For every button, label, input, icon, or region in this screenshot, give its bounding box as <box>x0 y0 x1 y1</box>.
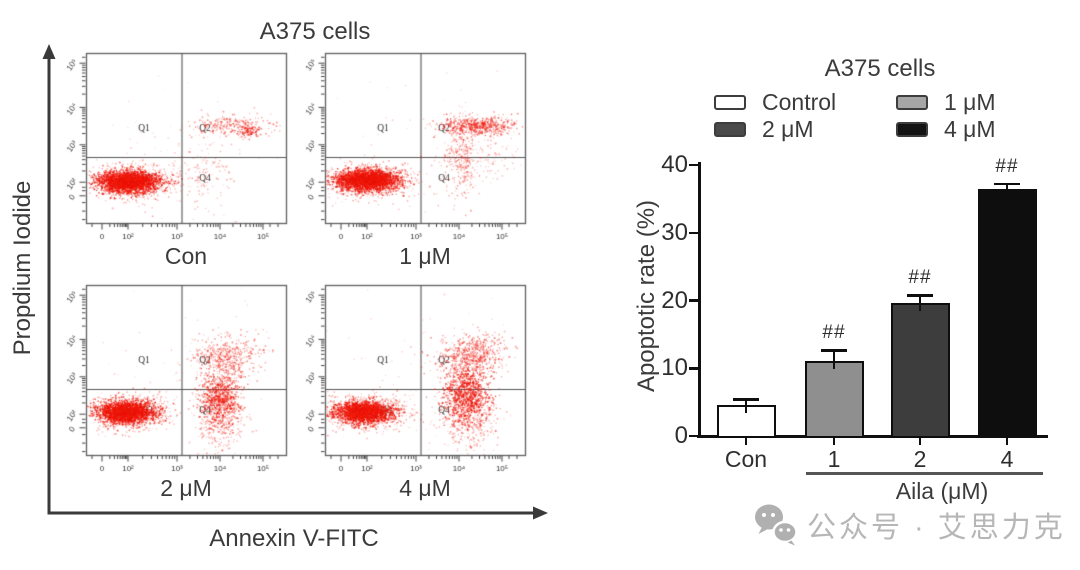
significance-label-1: ## <box>822 322 846 344</box>
y-tick-mark <box>689 231 698 234</box>
legend-swatch-control <box>714 94 746 110</box>
error-bar-cap-1 <box>821 349 847 352</box>
flow-plot-label-con: Con <box>164 243 208 269</box>
right-arrowhead-icon <box>533 506 548 520</box>
watermark-text: 公众号 · 艾思力克 <box>807 511 1066 544</box>
wechat-icon <box>755 504 798 546</box>
error-bar-4 <box>1005 182 1009 198</box>
flow-plot-label-1um: 1 μM <box>399 243 451 269</box>
x-tick-label-1: 1 <box>827 446 841 472</box>
bar-4 <box>977 189 1037 438</box>
y-tick-mark <box>689 163 698 167</box>
x-tick-label-Con: Con <box>724 446 768 472</box>
bar-x-axis-line <box>697 435 1048 438</box>
legend-item-2um: 2 μM <box>714 116 814 142</box>
x-tick-label-2: 2 <box>913 446 927 472</box>
flow-scatter-canvas-con <box>60 49 296 249</box>
flow-plot-label-4um: 4 μM <box>399 475 451 501</box>
y-tick-label: 40 <box>661 151 688 178</box>
legend-label-4um: 4 μM <box>944 115 996 142</box>
flow-y-axis-label: Propdium Iodide <box>9 180 36 356</box>
watermark: 公众号 · 艾思力克 <box>753 503 1066 546</box>
legend-swatch-2um <box>714 121 746 137</box>
flow-plot-1um: 1 μM <box>299 49 535 279</box>
bar-1 <box>804 360 864 438</box>
flow-scatter-canvas-1um <box>299 49 535 249</box>
bar-Con <box>716 404 776 438</box>
legend-swatch-1um <box>896 94 928 110</box>
legend-label-control: Control <box>762 88 837 115</box>
x-tick-label-4: 4 <box>1000 446 1014 472</box>
legend-swatch-4um <box>896 121 928 137</box>
flow-scatter-canvas-2um <box>60 281 296 481</box>
significance-label-4: ## <box>995 155 1019 177</box>
up-arrowhead-icon <box>42 44 56 59</box>
x-tick-mark <box>1005 437 1009 445</box>
error-bar-Con <box>744 398 748 413</box>
flow-section-title: A375 cells <box>259 18 371 45</box>
legend-item-4um: 4 μM <box>896 116 996 142</box>
x-tick-mark <box>918 437 922 445</box>
y-tick-label: 20 <box>661 286 688 314</box>
flow-plot-label-2um: 2 μM <box>160 475 212 501</box>
flow-plot-con: Con <box>60 49 296 279</box>
bar-x-axis-label: Aila (μM) <box>895 478 989 504</box>
y-tick-label: 30 <box>661 218 688 246</box>
error-bar-cap-2 <box>907 294 933 297</box>
y-tick-label: 0 <box>674 422 688 449</box>
error-bar-1 <box>832 349 836 369</box>
y-tick-label: 10 <box>661 354 688 382</box>
flow-scatter-canvas-4um <box>299 281 535 481</box>
error-bar-cap-Con <box>733 398 759 401</box>
bar-y-axis-line <box>698 162 701 438</box>
significance-label-2: ## <box>908 267 932 289</box>
legend-label-1um: 1 μM <box>944 88 996 115</box>
y-tick-mark <box>689 434 698 438</box>
treatment-group-line <box>806 472 1043 475</box>
bar-2 <box>890 303 950 438</box>
bar-chart-title: A375 cells <box>824 55 936 82</box>
flow-x-axis-label: Annexin V-FITC <box>209 525 379 552</box>
legend-label-2um: 2 μM <box>762 115 814 142</box>
flow-plot-2um: 2 μM <box>60 281 296 511</box>
legend-item-control: Control <box>714 89 836 115</box>
flow-plot-4um: 4 μM <box>299 281 535 511</box>
error-bar-cap-4 <box>994 182 1020 186</box>
y-tick-mark <box>689 299 698 302</box>
y-tick-mark <box>689 367 698 370</box>
legend-item-1um: 1 μM <box>896 89 996 115</box>
x-tick-mark <box>832 437 836 445</box>
error-bar-2 <box>918 294 922 312</box>
x-tick-mark <box>744 437 748 445</box>
